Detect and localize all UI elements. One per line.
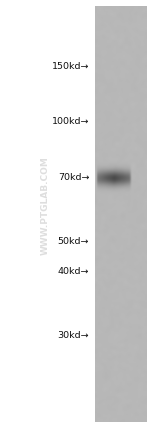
Text: 30kd→: 30kd→ xyxy=(58,331,89,341)
Text: 70kd→: 70kd→ xyxy=(58,173,89,182)
Text: WWW.PTGLAB.COM: WWW.PTGLAB.COM xyxy=(40,156,50,255)
Text: 40kd→: 40kd→ xyxy=(58,267,89,276)
Text: 150kd→: 150kd→ xyxy=(52,62,89,71)
Text: 50kd→: 50kd→ xyxy=(58,237,89,247)
Text: 100kd→: 100kd→ xyxy=(52,117,89,127)
